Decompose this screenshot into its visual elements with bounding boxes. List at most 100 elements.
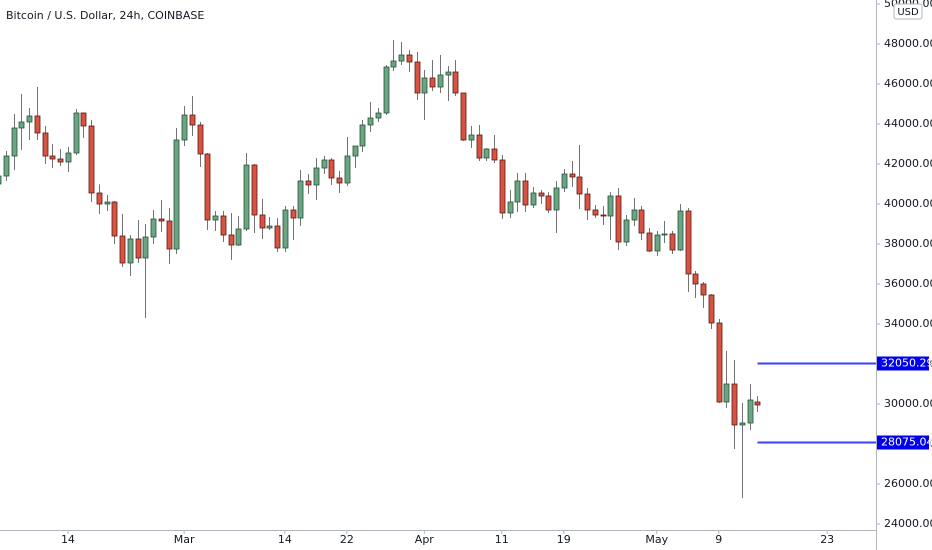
candle-body bbox=[352, 145, 359, 157]
candle-body bbox=[421, 77, 428, 94]
x-tick-label: 14 bbox=[278, 533, 292, 546]
candle-body bbox=[445, 71, 452, 76]
candle-body bbox=[197, 124, 204, 155]
candle-body bbox=[429, 77, 436, 88]
candle-body bbox=[336, 177, 343, 184]
level-label: 28075.04 bbox=[881, 436, 932, 449]
y-tick-label: 24000.00 bbox=[884, 517, 932, 530]
candle-body bbox=[507, 201, 514, 214]
candle-body bbox=[600, 214, 607, 217]
candle-body bbox=[437, 74, 444, 88]
candle-body bbox=[259, 214, 266, 229]
y-tick-label: 38000.00 bbox=[884, 237, 932, 250]
candle-body bbox=[483, 148, 490, 159]
candle-body bbox=[274, 225, 281, 249]
candle-body bbox=[406, 54, 413, 63]
candle-body bbox=[328, 159, 335, 179]
candle-body bbox=[127, 238, 134, 264]
candle-body bbox=[592, 209, 599, 216]
candle-body bbox=[700, 283, 707, 296]
candle-body bbox=[49, 155, 56, 160]
candle-body bbox=[383, 66, 390, 114]
candle-body bbox=[538, 192, 545, 197]
candle-body bbox=[166, 220, 173, 250]
y-tick-label: 48000.00 bbox=[884, 37, 932, 50]
candle-body bbox=[305, 180, 312, 186]
candle-body bbox=[344, 155, 351, 184]
x-tick-label: Mar bbox=[174, 533, 195, 546]
candle-body bbox=[685, 210, 692, 275]
candle-body bbox=[569, 173, 576, 178]
candle-body bbox=[398, 54, 405, 62]
candle-body bbox=[359, 124, 366, 147]
candle-body bbox=[576, 176, 583, 195]
candle-body bbox=[173, 139, 180, 250]
candle-body bbox=[18, 121, 25, 129]
candle-body bbox=[104, 201, 111, 205]
candle-body bbox=[321, 159, 328, 169]
candle-body bbox=[615, 195, 622, 243]
candle-body bbox=[181, 114, 188, 141]
x-tick-label: 9 bbox=[715, 533, 722, 546]
candle-body bbox=[220, 215, 227, 236]
candle-body bbox=[584, 193, 591, 211]
candle-body bbox=[553, 187, 560, 211]
candle-body bbox=[677, 210, 684, 251]
candle-body bbox=[0, 175, 2, 185]
candle-body bbox=[204, 153, 211, 221]
candle-body bbox=[212, 215, 219, 221]
candle-body bbox=[468, 134, 475, 141]
candle-body bbox=[88, 125, 95, 194]
candle-body bbox=[390, 60, 397, 68]
candle-body bbox=[235, 228, 242, 246]
candle-body bbox=[266, 225, 273, 229]
chart-title: Bitcoin / U.S. Dollar, 24h, COINBASE bbox=[6, 9, 204, 22]
candle-body bbox=[26, 115, 33, 123]
candle-body bbox=[158, 218, 165, 222]
candle-body bbox=[119, 235, 126, 264]
candle-body bbox=[739, 422, 746, 426]
candle-body bbox=[34, 115, 41, 134]
candle-body bbox=[142, 236, 149, 259]
candle-body bbox=[522, 180, 529, 206]
candle-body bbox=[654, 234, 661, 252]
y-tick-label: 36000.00 bbox=[884, 277, 932, 290]
candle-body bbox=[73, 112, 80, 154]
candle-body bbox=[530, 192, 537, 206]
level-label: 32050.29 bbox=[881, 357, 932, 370]
y-tick-label: 42000.00 bbox=[884, 157, 932, 170]
candle-body bbox=[723, 383, 730, 403]
candle-body bbox=[514, 180, 521, 203]
candle-body bbox=[313, 167, 320, 186]
x-tick-label: 11 bbox=[495, 533, 509, 546]
candle-body bbox=[476, 134, 483, 159]
level-label-box bbox=[877, 356, 929, 371]
y-tick-label: 46000.00 bbox=[884, 77, 932, 90]
candle-body bbox=[228, 234, 235, 246]
candle-body bbox=[631, 209, 638, 221]
candle-body bbox=[754, 401, 761, 406]
candle-body bbox=[499, 159, 506, 214]
candle-body bbox=[243, 164, 250, 230]
candle-body bbox=[692, 273, 699, 285]
candle-body bbox=[3, 155, 10, 177]
candle-body bbox=[460, 92, 467, 141]
candle-body bbox=[731, 383, 738, 426]
candle-body bbox=[80, 112, 87, 127]
candle-body bbox=[452, 71, 459, 94]
candle-body bbox=[282, 209, 289, 249]
candle-body bbox=[375, 112, 382, 119]
candle-body bbox=[716, 322, 723, 403]
x-tick-label: 14 bbox=[61, 533, 75, 546]
candle-body bbox=[135, 238, 142, 259]
y-tick-label: 30000.00 bbox=[884, 397, 932, 410]
candle-body bbox=[491, 148, 498, 161]
candle-body bbox=[708, 294, 715, 324]
candle-body bbox=[414, 61, 421, 94]
x-tick-label: May bbox=[645, 533, 668, 546]
candle-body bbox=[57, 158, 64, 163]
candle-body bbox=[747, 399, 754, 424]
candle-body bbox=[42, 132, 49, 157]
candle-body bbox=[545, 195, 552, 211]
currency-box bbox=[893, 3, 923, 20]
